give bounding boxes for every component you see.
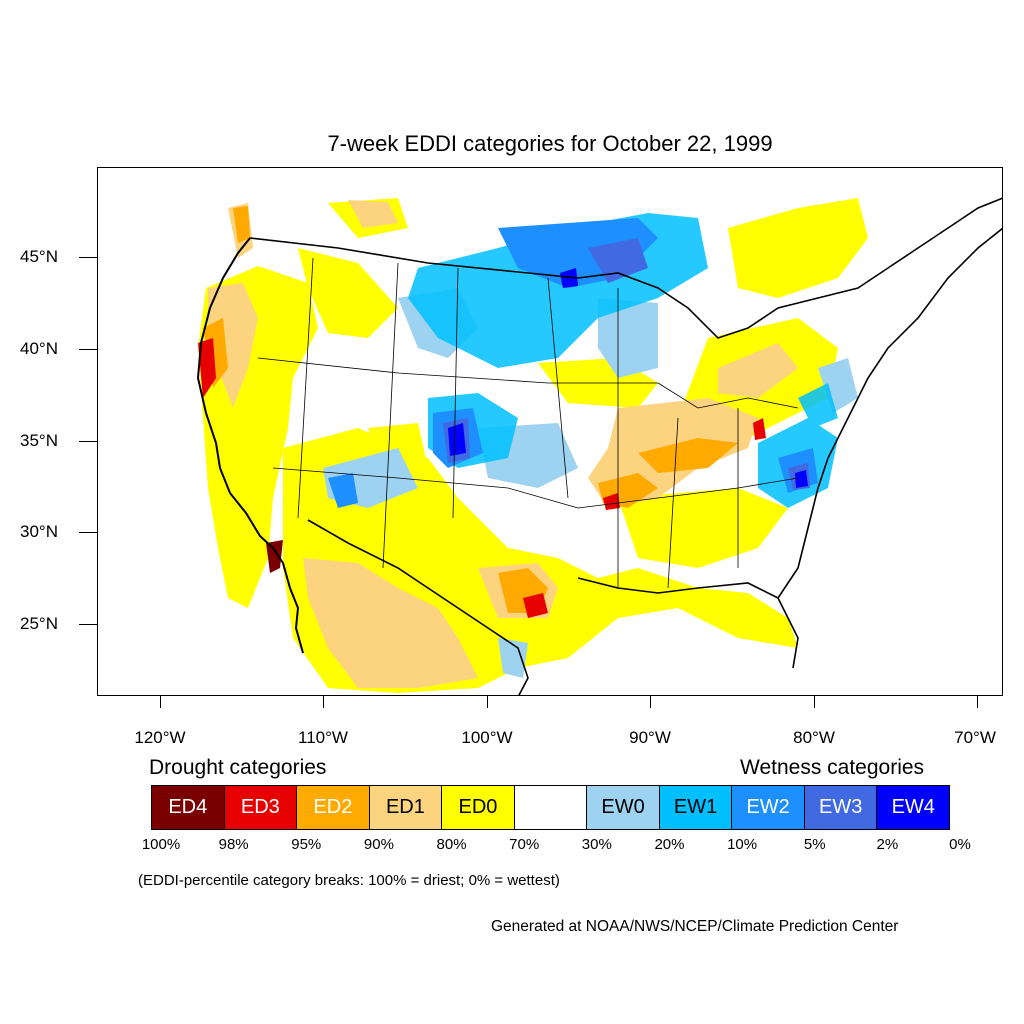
lat-tick <box>79 257 97 258</box>
legend-swatch-ed3: ED3 <box>224 786 298 829</box>
lon-label: 90°W <box>629 728 671 747</box>
lon-tick <box>487 696 488 708</box>
lat-tick <box>79 349 97 350</box>
legend-swatch-ew2: EW2 <box>732 786 805 829</box>
legend-swatch-ew0: EW0 <box>587 786 660 829</box>
lat-label: 25°N <box>20 614 58 633</box>
break-label: 98% <box>218 836 249 853</box>
lon-tick <box>814 696 815 708</box>
lon-label: 100°W <box>461 728 513 747</box>
legend-swatch-ed4: ED4 <box>152 786 225 829</box>
lat-label: 35°N <box>20 431 58 450</box>
break-label: 70% <box>509 836 540 853</box>
legend-swatch-ed2: ED2 <box>297 786 370 829</box>
lat-label: 40°N <box>20 339 58 358</box>
break-label: 20% <box>654 836 685 853</box>
break-label: 30% <box>581 836 612 853</box>
legend-swatch-ed0: ED0 <box>442 786 515 829</box>
break-label: 2% <box>876 836 899 853</box>
eddi-map <box>196 197 1002 695</box>
legend-swatch-ew3: EW3 <box>804 786 878 829</box>
lon-label: 120°W <box>134 728 186 747</box>
lon-tick <box>160 696 161 708</box>
lat-tick <box>79 624 97 625</box>
lat-label: 30°N <box>20 522 58 541</box>
break-label: 5% <box>803 836 826 853</box>
lon-tick <box>650 696 651 708</box>
boundaries <box>196 197 1002 695</box>
legend-swatch-ew4: EW4 <box>877 786 950 829</box>
break-label: 95% <box>291 836 322 853</box>
legend-swatch-normal <box>514 786 588 829</box>
map-panel <box>97 167 1003 696</box>
lat-label: 45°N <box>20 247 58 266</box>
category-legend: ED4 ED3 ED2 ED1 ED0 EW0 EW1 EW2 EW3 EW4 <box>151 785 950 830</box>
legend-swatch-ew1: EW1 <box>659 786 733 829</box>
break-label: 0% <box>949 836 971 853</box>
lon-label: 70°W <box>954 728 996 747</box>
drought-categories-title: Drought categories <box>149 756 327 779</box>
break-label: 90% <box>363 836 394 853</box>
lon-label: 110°W <box>298 728 348 747</box>
break-label: 80% <box>436 836 467 853</box>
map-title: 7-week EDDI categories for October 22, 1… <box>327 131 773 156</box>
lon-tick <box>977 696 978 708</box>
category-fills <box>198 198 868 693</box>
lon-tick <box>323 696 324 708</box>
break-label: 10% <box>727 836 758 853</box>
credit-text: Generated at NOAA/NWS/NCEP/Climate Predi… <box>491 918 899 935</box>
lat-tick <box>79 441 97 442</box>
lat-tick <box>79 532 97 533</box>
legend-swatch-ed1: ED1 <box>369 786 443 829</box>
legend-note: (EDDI-percentile category breaks: 100% =… <box>138 872 560 889</box>
wetness-categories-title: Wetness categories <box>740 756 925 779</box>
break-label: 100% <box>141 836 181 853</box>
lon-label: 80°W <box>793 728 835 747</box>
